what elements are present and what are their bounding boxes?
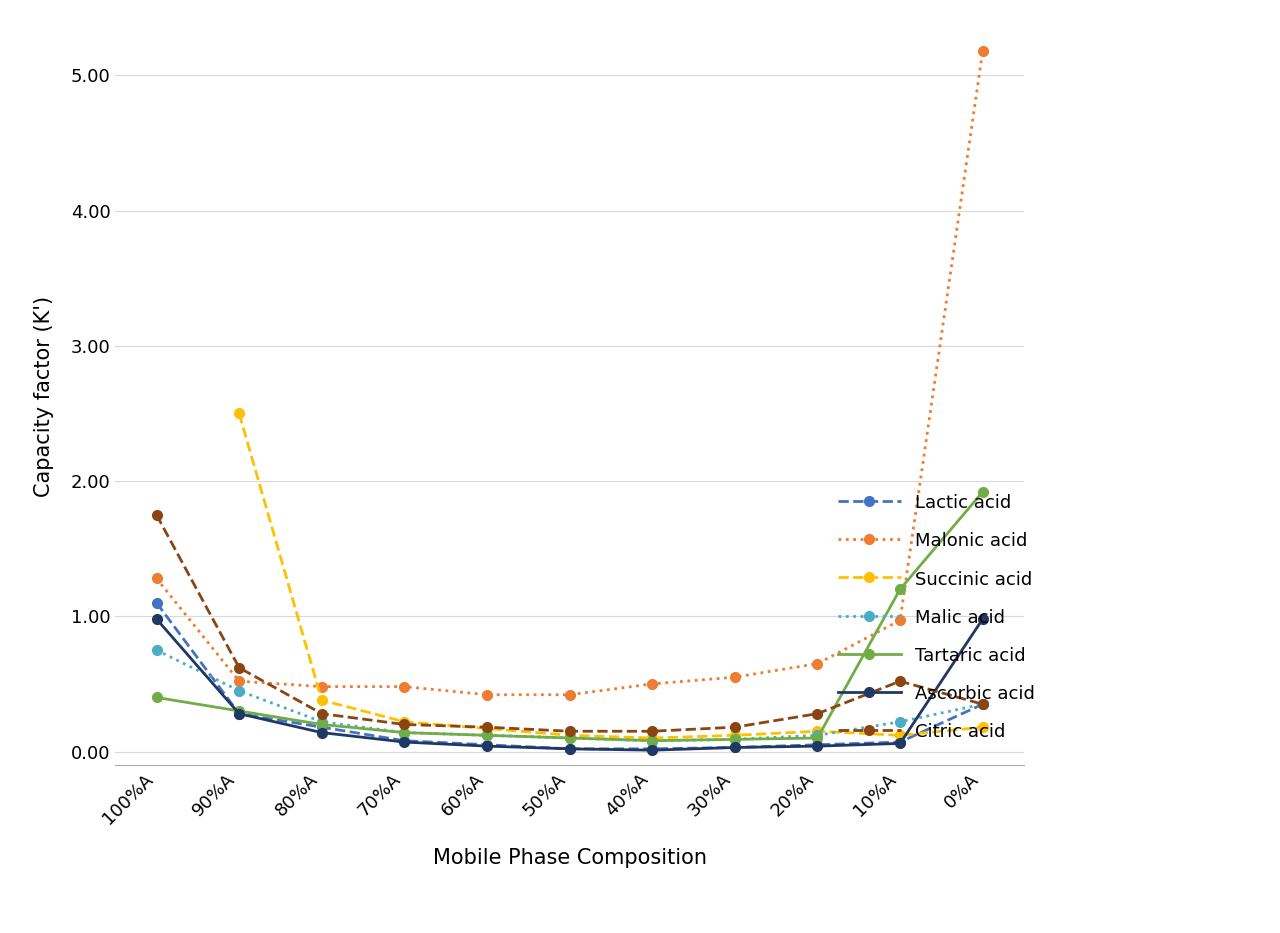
Succinic acid: [479, 723, 494, 734]
Succinic acid: [810, 726, 826, 737]
Ascorbic acid: [232, 708, 247, 719]
Succinic acid: [314, 694, 329, 705]
Citric acid: [148, 509, 164, 521]
Citric acid: [397, 719, 412, 731]
Tartaric acid: [397, 727, 412, 738]
Citric acid: [562, 726, 577, 737]
Line: Succinic acid: Succinic acid: [234, 409, 988, 743]
Malic acid: [727, 733, 742, 745]
Citric acid: [645, 726, 660, 737]
Malonic acid: [727, 672, 742, 683]
Lactic acid: [314, 721, 329, 732]
Malonic acid: [892, 615, 908, 626]
Succinic acid: [975, 721, 991, 732]
Tartaric acid: [314, 719, 329, 731]
Malic acid: [479, 730, 494, 741]
Succinic acid: [397, 717, 412, 728]
Malic acid: [397, 727, 412, 738]
Tartaric acid: [645, 735, 660, 746]
Succinic acid: [562, 730, 577, 741]
Tartaric acid: [892, 584, 908, 595]
Lactic acid: [148, 597, 164, 608]
Ascorbic acid: [892, 738, 908, 749]
Citric acid: [892, 675, 908, 687]
X-axis label: Mobile Phase Composition: Mobile Phase Composition: [433, 848, 707, 869]
Succinic acid: [645, 732, 660, 744]
Citric acid: [314, 708, 329, 719]
Ascorbic acid: [810, 741, 826, 752]
Line: Lactic acid: Lactic acid: [151, 598, 988, 754]
Tartaric acid: [810, 732, 826, 744]
Line: Tartaric acid: Tartaric acid: [151, 487, 988, 745]
Ascorbic acid: [314, 727, 329, 738]
Tartaric acid: [727, 733, 742, 745]
Malonic acid: [810, 658, 826, 669]
Lactic acid: [892, 736, 908, 747]
Malic acid: [562, 732, 577, 744]
Lactic acid: [232, 708, 247, 719]
Malonic acid: [562, 689, 577, 701]
Citric acid: [727, 721, 742, 732]
Line: Citric acid: Citric acid: [151, 510, 988, 736]
Malonic acid: [645, 678, 660, 689]
Succinic acid: [892, 730, 908, 741]
Tartaric acid: [975, 486, 991, 497]
Malic acid: [232, 685, 247, 696]
Lactic acid: [562, 744, 577, 755]
Malonic acid: [975, 46, 991, 57]
Lactic acid: [397, 735, 412, 746]
Malic acid: [645, 735, 660, 746]
Malic acid: [148, 645, 164, 656]
Malic acid: [975, 699, 991, 710]
Ascorbic acid: [479, 741, 494, 752]
Lactic acid: [727, 742, 742, 753]
Ascorbic acid: [975, 613, 991, 624]
Tartaric acid: [479, 730, 494, 741]
Citric acid: [232, 662, 247, 674]
Y-axis label: Capacity factor (K'): Capacity factor (K'): [35, 296, 54, 497]
Ascorbic acid: [645, 745, 660, 756]
Line: Malic acid: Malic acid: [151, 646, 988, 745]
Lactic acid: [975, 699, 991, 710]
Lactic acid: [479, 739, 494, 750]
Ascorbic acid: [727, 742, 742, 753]
Ascorbic acid: [397, 736, 412, 747]
Tartaric acid: [148, 692, 164, 703]
Citric acid: [479, 721, 494, 732]
Tartaric acid: [562, 732, 577, 744]
Malonic acid: [314, 681, 329, 692]
Citric acid: [810, 708, 826, 719]
Line: Ascorbic acid: Ascorbic acid: [151, 614, 988, 755]
Malic acid: [810, 730, 826, 741]
Lactic acid: [645, 744, 660, 755]
Tartaric acid: [232, 705, 247, 717]
Citric acid: [975, 699, 991, 710]
Ascorbic acid: [562, 744, 577, 755]
Succinic acid: [232, 408, 247, 419]
Malic acid: [892, 717, 908, 728]
Malonic acid: [397, 681, 412, 692]
Malonic acid: [148, 573, 164, 584]
Legend: Lactic acid, Malonic acid, Succinic acid, Malic acid, Tartaric acid, Ascorbic ac: Lactic acid, Malonic acid, Succinic acid…: [837, 494, 1036, 741]
Line: Malonic acid: Malonic acid: [151, 46, 988, 700]
Ascorbic acid: [148, 613, 164, 624]
Malonic acid: [479, 689, 494, 701]
Lactic acid: [810, 739, 826, 750]
Succinic acid: [727, 730, 742, 741]
Malonic acid: [232, 675, 247, 687]
Malic acid: [314, 717, 329, 728]
